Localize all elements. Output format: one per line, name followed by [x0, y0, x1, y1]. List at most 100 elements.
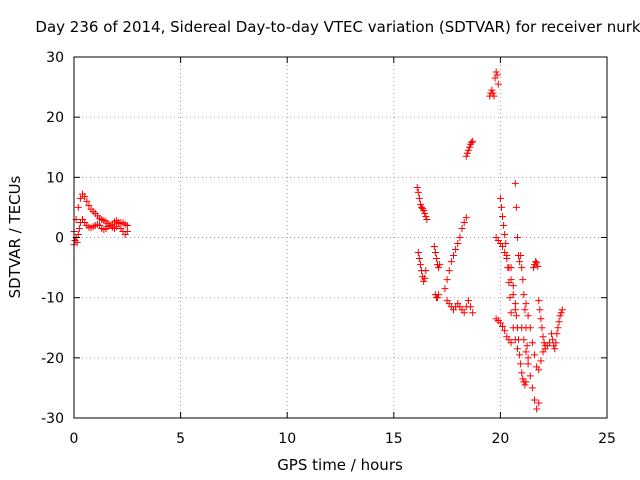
data-point — [435, 291, 443, 299]
data-point — [535, 297, 543, 305]
data-point — [464, 146, 472, 154]
data-point — [430, 243, 438, 251]
data-point — [536, 306, 544, 314]
data-point — [528, 339, 536, 347]
series-nurk-19.8-20.5h-low — [492, 315, 515, 347]
data-point — [462, 214, 470, 222]
data-point — [519, 375, 527, 383]
data-point — [447, 258, 455, 266]
data-point — [81, 193, 89, 201]
data-point — [529, 264, 537, 272]
data-point — [512, 312, 520, 320]
y-tick-label: -30 — [41, 411, 64, 427]
y-tick-label: -10 — [41, 291, 64, 307]
data-point — [553, 330, 561, 338]
data-point — [522, 348, 530, 356]
data-point — [74, 230, 82, 238]
data-point — [490, 92, 498, 100]
data-point — [537, 357, 545, 365]
x-tick-label: 5 — [176, 431, 185, 447]
data-point — [488, 86, 496, 94]
data-point — [463, 149, 471, 157]
data-point — [513, 345, 521, 353]
data-point — [520, 336, 528, 344]
data-point — [464, 297, 472, 305]
data-point — [454, 240, 462, 248]
series-nurk-19.6h — [486, 86, 498, 100]
data-point — [468, 138, 476, 146]
data-point — [123, 221, 131, 229]
data-point — [500, 221, 508, 229]
data-point — [501, 230, 509, 238]
series-nurk-16h-a — [413, 184, 431, 223]
y-tick-label: 10 — [46, 170, 64, 186]
data-point — [115, 218, 123, 226]
x-tick-label: 25 — [598, 431, 616, 447]
y-tick-label: -20 — [41, 351, 64, 367]
data-point — [436, 261, 444, 269]
series-nurk-17.0h — [431, 291, 443, 302]
series-nurk-21.6h — [529, 258, 542, 272]
data-point — [532, 258, 540, 266]
data-point — [533, 259, 541, 267]
data-point — [517, 360, 525, 368]
data-point — [511, 306, 519, 314]
data-point — [558, 306, 566, 314]
data-point — [496, 319, 504, 327]
data-point — [431, 249, 439, 257]
data-point — [492, 68, 500, 76]
grid — [74, 57, 607, 418]
data-point — [499, 212, 507, 220]
data-point — [467, 303, 475, 311]
data-point — [462, 152, 470, 160]
data-point — [489, 89, 497, 97]
data-point — [538, 324, 546, 332]
data-point — [501, 327, 509, 335]
data-point — [555, 318, 563, 326]
data-point — [521, 381, 529, 389]
series-nurk-00-2.5h-lower — [70, 215, 131, 249]
series-nurk-16.8h — [430, 243, 444, 272]
data-point — [445, 267, 453, 275]
x-tick-label: 0 — [70, 431, 79, 447]
data-point — [76, 194, 84, 202]
data-point — [507, 264, 515, 272]
data-point — [419, 205, 427, 213]
data-point — [434, 294, 442, 302]
data-point — [526, 372, 534, 380]
data-point — [528, 384, 536, 392]
data-point — [421, 209, 429, 217]
y-tick-label: 0 — [55, 231, 64, 247]
data-point — [421, 274, 429, 282]
data-point — [449, 252, 457, 260]
data-point — [416, 200, 424, 208]
series-nurk-16h-b — [414, 249, 430, 285]
data-point — [423, 215, 431, 223]
data-point — [520, 291, 528, 299]
y-tick-label: 30 — [46, 50, 64, 66]
data-point — [513, 234, 521, 241]
data-point — [506, 294, 514, 302]
data-point — [422, 212, 430, 220]
y-tick-label: 20 — [46, 110, 64, 126]
series-nurk-18.5h — [462, 137, 477, 160]
data-point — [523, 342, 531, 350]
data-point — [531, 396, 539, 404]
x-tick-label: 15 — [385, 431, 403, 447]
data-point — [465, 143, 473, 151]
data-point — [443, 276, 451, 284]
data-point — [415, 255, 423, 263]
data-point — [123, 227, 131, 235]
data-point — [518, 369, 526, 377]
series-nurk-21.2-22.0h — [522, 300, 549, 374]
x-tick-label: 20 — [491, 431, 509, 447]
data-point — [518, 324, 526, 332]
data-point — [509, 291, 517, 299]
data-point — [499, 243, 507, 251]
data-point — [524, 360, 532, 368]
data-point — [549, 336, 557, 344]
data-point — [499, 323, 507, 331]
data-point — [456, 234, 464, 241]
